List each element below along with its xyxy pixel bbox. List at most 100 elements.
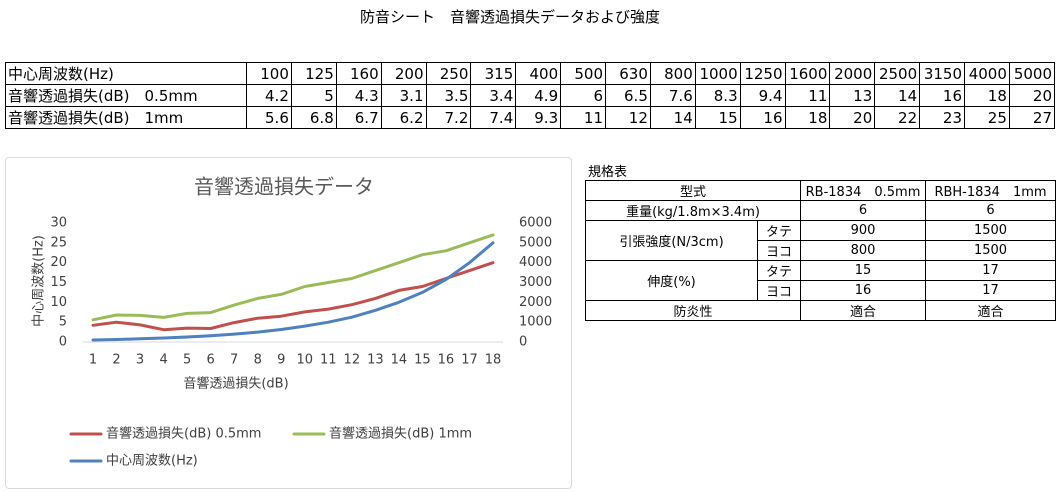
x-tick-label: 12 (344, 353, 361, 368)
cell: 23 (919, 106, 965, 129)
cell: 5000 (1008, 62, 1056, 85)
cell: 5.6 (246, 106, 292, 129)
cell: 500 (560, 62, 606, 85)
cell: ヨコ (756, 240, 802, 261)
cell: 16 (919, 84, 965, 107)
cell: 160 (335, 62, 382, 85)
table-row: 音響透過損失(dB) 0.5mm 4.2 5 4.3 3.1 3.5 3.4 4.9 6 6.5 7… (5, 84, 1056, 107)
cell: 3.4 (470, 84, 517, 107)
x-tick-label: 13 (367, 353, 384, 368)
legend-label: 中心周波数(Hz) (106, 454, 198, 469)
cell: 14 (649, 106, 696, 129)
cell: 6 (925, 200, 1057, 221)
x-tick-label: 1 (89, 353, 97, 368)
cell: 16 (800, 280, 927, 301)
cell: 2000 (829, 62, 876, 85)
cell: 800 (649, 62, 696, 85)
cell: 400 (515, 62, 562, 85)
cell: 12 (605, 106, 651, 129)
cell: 9.4 (739, 84, 786, 107)
cell: 音響透過損失(dB) 0.5mm (5, 84, 247, 107)
cell: 20 (829, 106, 876, 129)
table-row: 中心周波数(Hz) 100 125 160 200 250 315 400 500 630 800 1… (5, 62, 1056, 85)
cell: 7.4 (470, 106, 517, 129)
y2-tick-label: 1000 (519, 315, 552, 330)
cell: タテ (756, 260, 802, 281)
cell: 14 (874, 84, 921, 107)
cell: 6.5 (605, 84, 651, 107)
cell: 1500 (925, 220, 1057, 241)
x-tick-label: 9 (277, 353, 285, 368)
cell: 適合 (925, 300, 1057, 321)
cell: 800 (800, 240, 927, 261)
cell: RB-1834 0.5mm (800, 180, 927, 201)
x-tick-label: 8 (254, 353, 262, 368)
y2-tick-label: 4000 (519, 255, 552, 270)
y-tick-label: 20 (50, 255, 67, 270)
x-tick-label: 11 (320, 353, 337, 368)
cell: 防炎性 (584, 300, 802, 321)
cell: 200 (380, 62, 427, 85)
cell: 315 (470, 62, 517, 85)
legend-label: 音響透過損失(dB) 0.5mm (106, 426, 261, 442)
x-tick-label: 10 (296, 353, 313, 368)
x-tick-label: 5 (183, 353, 191, 368)
cell: 13 (829, 84, 876, 107)
cell: 4.3 (335, 84, 382, 107)
cell: 伸度(%) (585, 260, 758, 301)
cell: 6 (560, 84, 606, 107)
cell: 25 (964, 106, 1010, 129)
cell: 15 (800, 260, 927, 281)
y2-tick-label: 3000 (519, 275, 552, 290)
x-tick-label: 4 (159, 353, 167, 368)
cell: 20 (1008, 84, 1056, 107)
cell: 9.3 (515, 106, 562, 129)
x-tick-label: 15 (414, 353, 431, 368)
cell: 16 (739, 106, 786, 129)
cell: 1500 (925, 240, 1057, 261)
x-tick-label: 14 (391, 353, 408, 368)
cell: 4000 (964, 62, 1010, 85)
series-line (91, 233, 495, 322)
cell: 11 (784, 84, 831, 107)
cell: 27 (1008, 106, 1056, 129)
spec-table: 型式 RB-1834 0.5mm RBH-1834 1mm 重量(kg/1.8m×3… (584, 180, 1057, 321)
y-tick-label: 25 (50, 235, 67, 250)
cell: 型式 (584, 180, 802, 201)
y-tick-label: 0 (59, 335, 67, 350)
cell: RBH-1834 1mm (925, 180, 1057, 201)
x-tick-label: 3 (136, 353, 144, 368)
cell: 3.1 (380, 84, 427, 107)
cell: 4.2 (246, 84, 292, 107)
x-tick-label: 6 (207, 353, 215, 368)
cell: 1250 (739, 62, 786, 85)
cell: 8.3 (694, 84, 741, 107)
cell: 125 (290, 62, 337, 85)
cell: 6.2 (380, 106, 427, 129)
cell: 引張強度(N/3cm) (585, 220, 758, 261)
cell: 6.8 (290, 106, 337, 129)
cell: 3.5 (425, 84, 472, 107)
y2-tick-label: 0 (519, 335, 527, 350)
cell: 15 (694, 106, 741, 129)
page-title: 防音シート 音響透過損失データおよび強度 (359, 8, 660, 26)
cell: 重量(kg/1.8m×3.4m) (584, 200, 802, 221)
cell: 中心周波数(Hz) (5, 62, 247, 85)
cell: 1000 (694, 62, 741, 85)
cell: 630 (605, 62, 651, 85)
y-tick-label: 30 (50, 216, 67, 231)
x-tick-label: 7 (230, 353, 238, 368)
x-tick-label: 2 (112, 353, 120, 368)
x-tick-label: 18 (485, 353, 502, 368)
cell: タテ (756, 220, 802, 241)
chart-title: 音響透過損失データ (194, 175, 374, 199)
series-line (91, 261, 495, 332)
cell: 3150 (919, 62, 965, 85)
chart: 音響透過損失データ 音響透過損失(dB) 中心周波数(Hz) 051015202… (32, 175, 553, 469)
table-row: 音響透過損失(dB) 1mm 5.6 6.8 6.7 6.2 7.2 7.4 9.3 11 12 1… (5, 106, 1056, 129)
cell: 適合 (800, 300, 927, 321)
y2-tick-label: 2000 (519, 295, 552, 310)
cell: 6.7 (335, 106, 382, 129)
y-tick-label: 5 (59, 315, 67, 330)
cell: 11 (560, 106, 606, 129)
